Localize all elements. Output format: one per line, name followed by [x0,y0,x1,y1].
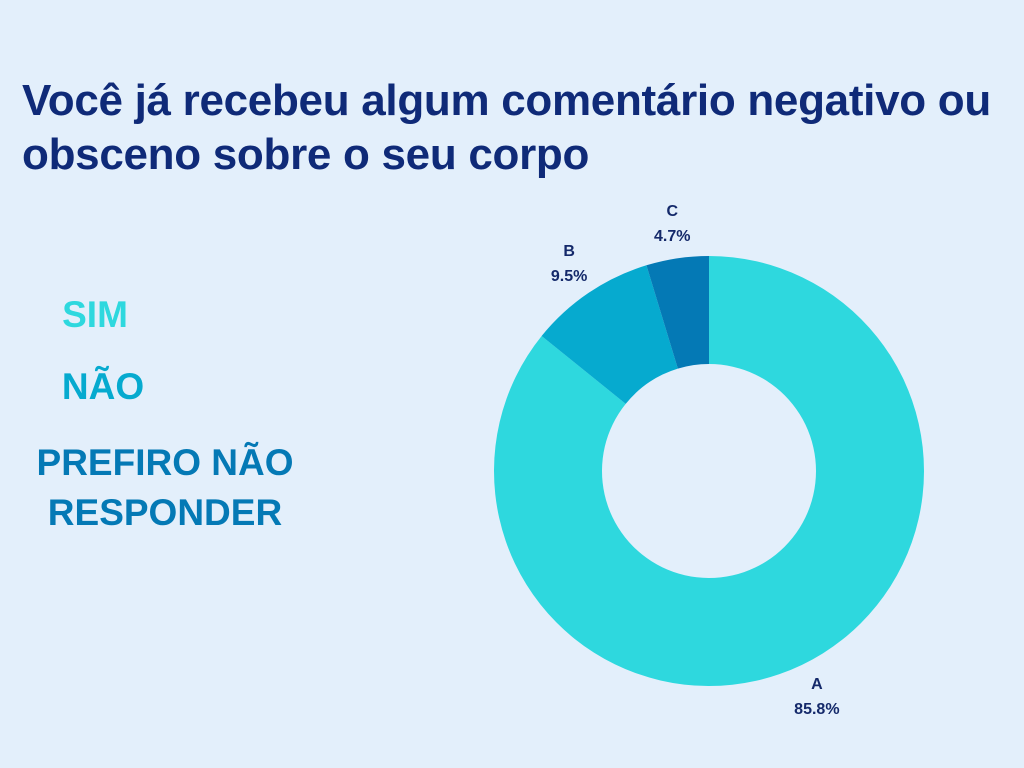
slice-category: A [811,676,823,693]
slice-value-label: 4.7% [654,228,690,245]
legend-label: NÃO [61,366,145,407]
slice-category: B [563,243,575,260]
legend-label: PREFIRO NÃO RESPONDER [36,442,294,533]
legend-label: SIM [62,294,128,335]
slice [494,256,925,687]
slice-value-label: 85.8% [794,701,839,718]
slice-category: C [666,203,678,220]
slice [646,256,709,369]
slice-value-label: 9.5% [551,268,587,285]
slice [541,265,678,404]
chart-title: Você já recebeu algum comentário negativ… [22,76,991,179]
